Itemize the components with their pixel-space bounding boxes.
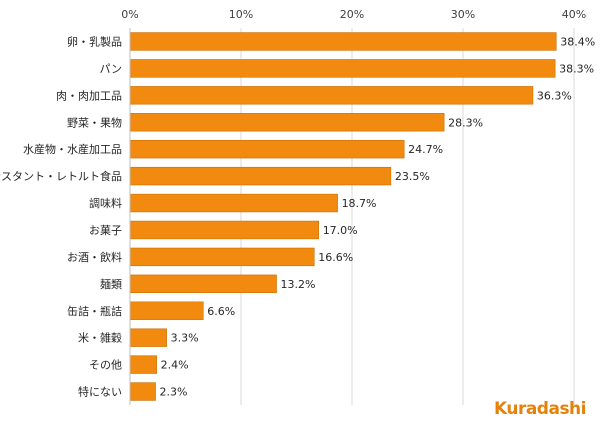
category-label: 麺類	[100, 278, 122, 291]
bars	[129, 32, 557, 401]
data-label: 18.7%	[342, 197, 377, 210]
data-label: 17.0%	[323, 224, 358, 237]
category-label: 肉・肉加工品	[56, 89, 122, 102]
data-label: 16.6%	[318, 251, 353, 264]
data-label: 38.3%	[559, 62, 594, 75]
data-labels: 38.4% 38.3% 36.3% 28.3% 24.7% 23.5% 18.7% 17.0%…	[160, 35, 596, 398]
data-label: 36.3%	[537, 89, 572, 102]
data-label: 6.6%	[207, 305, 235, 318]
category-label: 米・雑穀	[78, 331, 122, 345]
bar	[129, 382, 156, 401]
x-axis-tick-labels: 0% 10% 20% 30% 40%	[121, 8, 586, 21]
bar	[129, 220, 319, 240]
bar	[129, 193, 338, 213]
category-label: その他	[89, 359, 122, 372]
bar	[129, 59, 556, 78]
category-label: インスタント・レトルト食品	[0, 169, 122, 183]
bar	[129, 86, 534, 105]
x-tick-label: 40%	[562, 8, 586, 21]
data-label: 24.7%	[408, 143, 443, 156]
category-label: お菓子	[89, 224, 122, 237]
bar	[129, 301, 204, 320]
data-label: 23.5%	[395, 170, 430, 183]
bar	[129, 139, 405, 159]
kuradashi-logo: Kuradashi	[493, 399, 587, 419]
data-label: 13.2%	[281, 278, 316, 291]
bar	[129, 328, 167, 347]
data-label: 2.3%	[160, 386, 188, 399]
bar	[129, 166, 392, 186]
category-label: 缶詰・瓶詰	[67, 304, 122, 318]
category-label: 特にない	[78, 385, 122, 399]
gridlines	[129, 28, 575, 405]
category-label: 調味料	[89, 196, 122, 210]
category-label: 野菜・果物	[67, 115, 122, 129]
x-tick-label: 0%	[121, 8, 138, 21]
category-label: お酒・飲料	[67, 250, 122, 264]
logo-rest: uradashi	[506, 399, 586, 419]
category-label: パン	[99, 62, 122, 75]
category-labels: 卵・乳製品パン肉・肉加工品野菜・果物水産物・水産加工品インスタント・レトルト食品…	[0, 34, 122, 398]
x-tick-label: 30%	[451, 8, 475, 21]
bar	[129, 274, 277, 294]
category-label: 卵・乳製品	[67, 34, 122, 48]
category-label: 水産物・水産加工品	[23, 142, 122, 156]
data-label: 38.4%	[560, 35, 595, 48]
bar	[129, 247, 315, 267]
logo-k: K	[493, 399, 507, 419]
bar	[129, 32, 557, 51]
x-tick-label: 20%	[340, 8, 364, 21]
data-label: 2.4%	[161, 359, 189, 372]
data-label: 3.3%	[171, 332, 199, 345]
data-label: 28.3%	[448, 116, 483, 129]
bar	[129, 113, 445, 132]
bar	[129, 355, 157, 374]
x-tick-label: 10%	[229, 8, 253, 21]
